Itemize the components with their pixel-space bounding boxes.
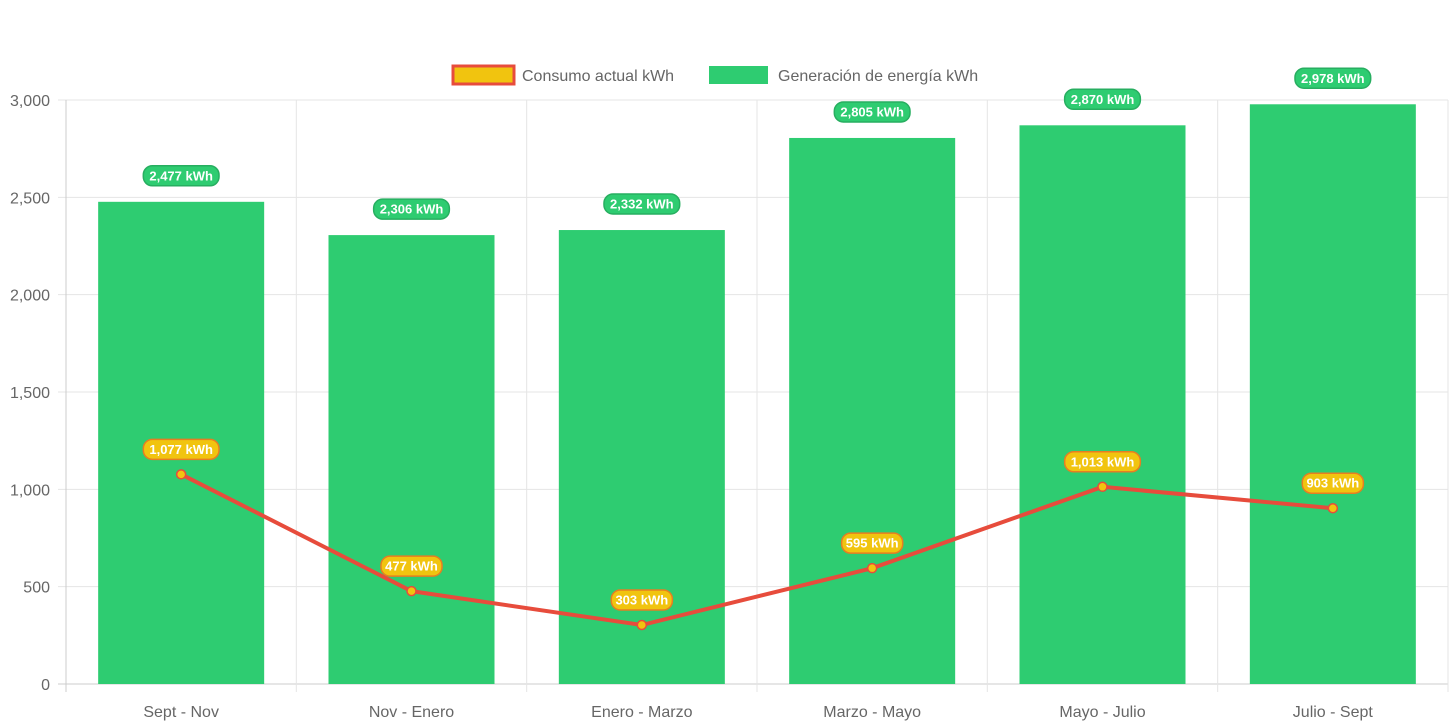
- data-label-consumo: 303 kWh: [615, 593, 668, 608]
- bar-generacion[interactable]: [789, 137, 956, 684]
- data-label-consumo-bg: [1063, 451, 1142, 473]
- data-label-generacion: 2,306 kWh: [380, 202, 444, 217]
- data-label-consumo: 1,013 kWh: [1071, 454, 1135, 469]
- y-tick-label: 1,000: [10, 482, 50, 499]
- grid: 0 500 1,000 1,500 2,000 2,500 3,000 Sept - Nov N…: [10, 93, 1449, 721]
- point-consumo[interactable]: [406, 585, 417, 597]
- data-labels: 2,477 kWh 2,306 kWh 2,332 kWh 2,805 kWh 2,87…: [142, 67, 1372, 611]
- data-label-consumo: 595 kWh: [846, 536, 899, 551]
- bar-generacion[interactable]: [328, 235, 495, 684]
- data-label-consumo-bg: [142, 438, 220, 461]
- legend-item-consumo[interactable]: Consumo actual kWh: [451, 64, 674, 86]
- point-consumo[interactable]: [175, 469, 187, 480]
- data-label-consumo-bg: [1301, 472, 1365, 494]
- point-consumo[interactable]: [1097, 481, 1108, 493]
- y-tick-label: 0: [41, 677, 50, 694]
- data-label-consumo-bg: [610, 589, 674, 611]
- bars: [98, 104, 1416, 685]
- legend-label-generacion: Generación de energía kWh: [778, 68, 978, 85]
- legend-item-generacion[interactable]: Generación de energía kWh: [709, 66, 978, 85]
- data-label-generacion-bg: [1063, 88, 1142, 111]
- line-consumo: [180, 472, 1334, 628]
- y-tick-label: 1,500: [10, 385, 50, 402]
- data-label-generacion-bg: [603, 193, 681, 215]
- data-label-generacion: 2,477 kWh: [149, 168, 213, 183]
- data-label-generacion-bg: [142, 165, 220, 187]
- data-label-generacion: 2,978 kWh: [1301, 71, 1365, 86]
- x-tick-label: Mayo - Julio: [1059, 704, 1145, 721]
- legend-swatch-consumo: [451, 64, 516, 86]
- x-tick-label: Sept - Nov: [143, 704, 219, 721]
- data-label-generacion-bg: [1294, 67, 1372, 90]
- data-label-generacion: 2,332 kWh: [610, 197, 674, 212]
- x-tick-label: Enero - Marzo: [591, 704, 692, 721]
- data-label-consumo: 477 kWh: [385, 559, 438, 574]
- bar-generacion[interactable]: [1249, 104, 1416, 685]
- y-tick-label: 500: [23, 580, 50, 597]
- y-tick-label: 2,500: [10, 190, 50, 207]
- data-label-consumo-bg: [840, 532, 904, 554]
- data-label-generacion: 2,870 kWh: [1071, 92, 1135, 107]
- data-label-consumo: 903 kWh: [1306, 476, 1359, 491]
- data-label-generacion-bg: [372, 198, 451, 220]
- y-tick-label: 2,000: [10, 288, 50, 305]
- data-label-generacion-bg: [833, 101, 911, 123]
- point-consumo[interactable]: [1327, 502, 1339, 514]
- data-label-generacion: 2,805 kWh: [840, 104, 904, 119]
- x-tick-label: Marzo - Mayo: [823, 704, 921, 721]
- bar-generacion[interactable]: [1019, 125, 1186, 685]
- data-label-consumo: 1,077 kWh: [149, 442, 213, 457]
- data-label-consumo-bg: [380, 555, 443, 577]
- x-tick-label: Nov - Enero: [369, 704, 454, 721]
- line-series: [175, 469, 1339, 631]
- legend-label-consumo: Consumo actual kWh: [522, 68, 674, 85]
- point-consumo[interactable]: [636, 619, 648, 631]
- x-tick-label: Julio - Sept: [1293, 704, 1374, 721]
- point-consumo[interactable]: [866, 562, 878, 574]
- legend-swatch-generacion: [709, 66, 768, 84]
- legend[interactable]: Consumo actual kWh Generación de energía…: [451, 64, 978, 86]
- y-tick-label: 3,000: [10, 93, 50, 110]
